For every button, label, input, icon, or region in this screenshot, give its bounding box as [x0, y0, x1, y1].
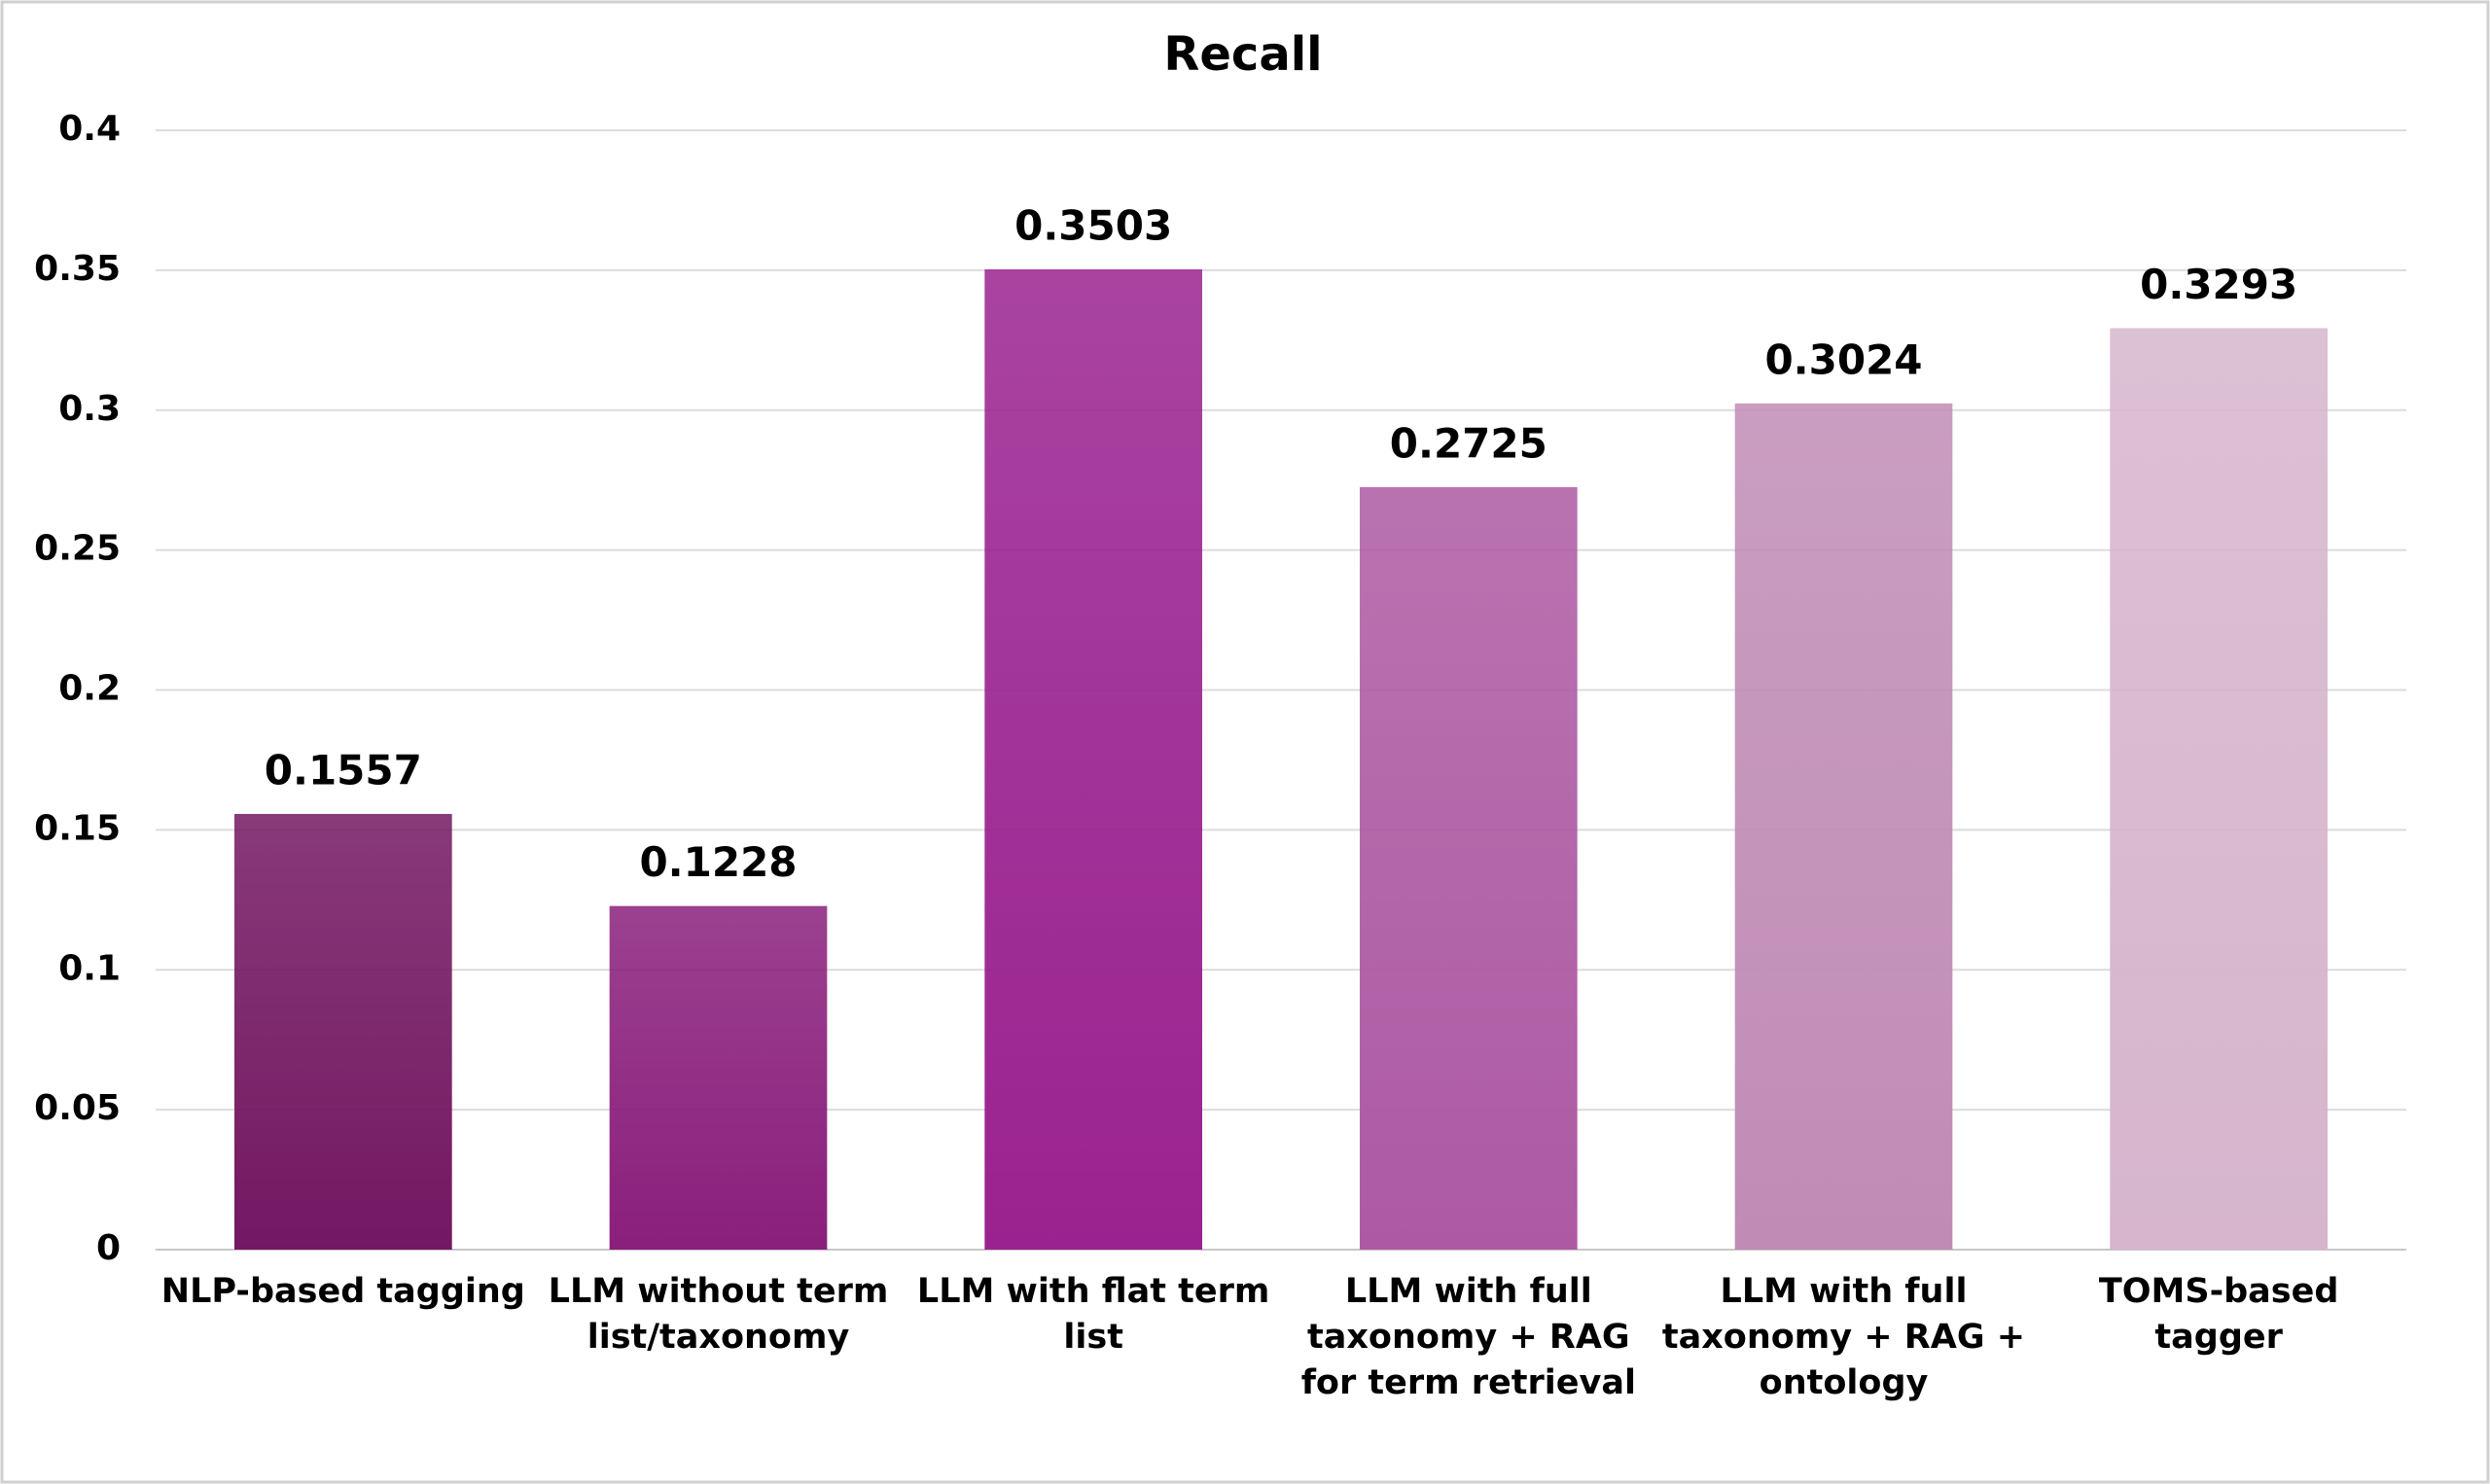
y-tick-label: 0 — [96, 1228, 121, 1268]
value-label: 0.3024 — [1764, 336, 1922, 383]
value-label: 0.3293 — [2140, 261, 2297, 308]
y-tick-label: 0.35 — [34, 249, 121, 289]
bar — [609, 905, 828, 1250]
chart-title: Recall — [1163, 27, 1322, 82]
y-tick-label: 0.4 — [58, 109, 121, 149]
x-tick-label: NLP-based tagging — [160, 1272, 525, 1311]
x-tick-label: TOMS-based tagger — [2098, 1272, 2339, 1357]
bar — [2110, 328, 2329, 1251]
bar — [1359, 486, 1578, 1251]
value-label: 0.3503 — [1014, 202, 1172, 250]
value-label: 0.2725 — [1390, 419, 1547, 467]
bar — [233, 813, 452, 1250]
y-tick-label: 0.25 — [34, 529, 121, 569]
x-tick-label: LLM without term list/taxonomy — [548, 1272, 889, 1357]
value-label: 0.1228 — [639, 838, 797, 886]
x-tick-label: LLM with full taxonomy + RAG + ontology — [1661, 1272, 2026, 1402]
x-tick-label: LLM with flat term list — [916, 1272, 1270, 1357]
y-tick-label: 0.15 — [34, 808, 121, 848]
y-tick-label: 0.05 — [34, 1088, 121, 1128]
value-label: 0.1557 — [265, 746, 422, 794]
x-tick-label: LLM with full taxonomy + RAG for term re… — [1300, 1272, 1636, 1402]
bar — [984, 269, 1203, 1251]
y-tick-label: 0.2 — [58, 669, 121, 709]
bar — [1734, 403, 1953, 1250]
y-tick-label: 0.1 — [58, 948, 121, 988]
y-tick-label: 0.3 — [58, 389, 121, 429]
